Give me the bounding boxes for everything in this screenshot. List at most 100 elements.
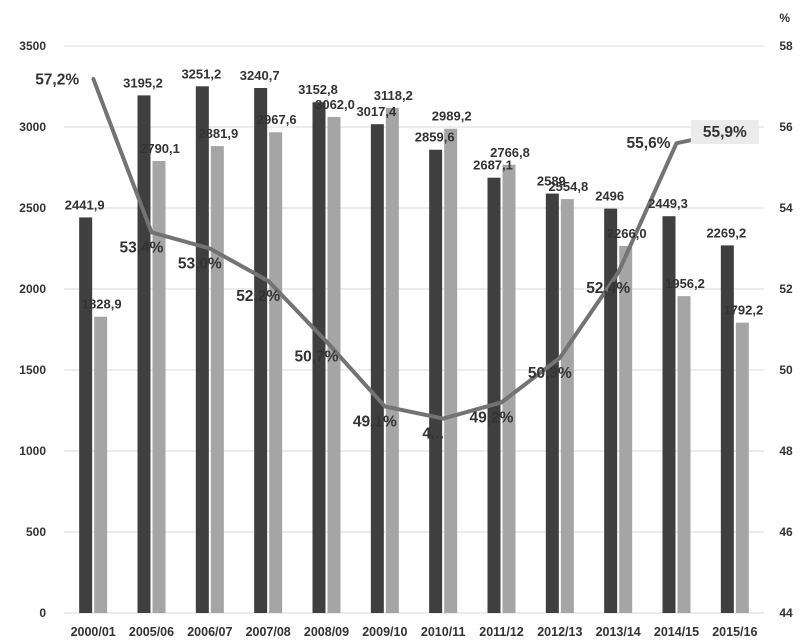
bar-series-1 bbox=[370, 124, 384, 613]
bar-label-series-2: 2881,9 bbox=[198, 126, 238, 141]
bar-series-2 bbox=[502, 164, 516, 614]
bar-series-2 bbox=[560, 199, 574, 613]
bar-label-series-2: 3062,0 bbox=[315, 97, 355, 112]
bar-series-2 bbox=[94, 316, 108, 613]
bar-series-2 bbox=[619, 245, 633, 613]
bar-series-1 bbox=[195, 86, 209, 613]
bar-series-1 bbox=[312, 102, 326, 613]
right-axis-tick: 52 bbox=[779, 282, 793, 296]
bar-series-1 bbox=[254, 88, 268, 614]
percentage-line bbox=[91, 76, 737, 421]
line-label: 57,2% bbox=[35, 71, 79, 88]
x-axis-tick: 2013/14 bbox=[596, 625, 641, 639]
bar-series-2 bbox=[444, 128, 458, 613]
line-point bbox=[441, 417, 445, 421]
left-axis-tick: 3000 bbox=[19, 120, 46, 134]
line-label: 50,3% bbox=[528, 365, 572, 382]
bar-series-1 bbox=[545, 193, 559, 613]
bar-series-2 bbox=[677, 296, 691, 613]
line-label-highlight bbox=[690, 120, 759, 145]
line-label: 53,4% bbox=[120, 239, 164, 256]
right-axis-tick: 58 bbox=[779, 39, 793, 53]
line-point bbox=[325, 340, 328, 344]
gridlines bbox=[64, 45, 764, 614]
bar-series-2 bbox=[385, 107, 399, 614]
x-axis-tick: 2015/16 bbox=[712, 625, 757, 639]
x-axis-tick: 2006/07 bbox=[187, 625, 232, 639]
axes: % 0 500 1000 1500 2000 2500 3000 3500 44 46 48 50 52… bbox=[19, 11, 793, 639]
bar-series-1 bbox=[79, 217, 93, 613]
right-axis-unit: % bbox=[779, 11, 790, 25]
bar-label-series-2: 1956,2 bbox=[665, 276, 705, 291]
bar-series-2 bbox=[327, 116, 341, 614]
line-label: 52,4% bbox=[586, 280, 630, 297]
bar-label-series-1: 2687,1 bbox=[473, 158, 513, 173]
line-point bbox=[500, 400, 503, 404]
right-axis-tick: 48 bbox=[779, 444, 793, 458]
bar-label-series-1: 2269,2 bbox=[706, 225, 746, 240]
bar-label-series-1: 3017,4 bbox=[356, 104, 397, 119]
bar-label-series-2: 2790,1 bbox=[140, 141, 180, 156]
right-axis-tick: 54 bbox=[779, 201, 793, 215]
data-labels: 2441,9 1828,9 3195,2 2790,1 3251,2 2881,9 3240… bbox=[35, 66, 763, 442]
x-axis-tick: 2009/10 bbox=[362, 625, 407, 639]
bar-series-1 bbox=[662, 216, 676, 614]
bar-series-1 bbox=[720, 245, 734, 614]
line-point bbox=[266, 279, 270, 283]
left-axis-tick: 2500 bbox=[19, 201, 46, 215]
bar-label-series-2: 2766,8 bbox=[490, 145, 530, 160]
bar-label-series-1: 3251,2 bbox=[181, 66, 221, 81]
line-label: 52,2% bbox=[236, 288, 280, 305]
line-label: 53,0% bbox=[178, 256, 222, 273]
bar-label-series-1: 2859,6 bbox=[415, 130, 455, 145]
bar-label-series-2: 3118,2 bbox=[374, 88, 413, 103]
left-axis-tick: 1000 bbox=[19, 444, 46, 458]
right-axis-tick: 44 bbox=[779, 606, 793, 620]
bar-label-series-1: 3152,8 bbox=[298, 82, 338, 97]
left-axis-tick: 3500 bbox=[19, 39, 46, 53]
line-label: 55,9% bbox=[703, 124, 747, 141]
left-axis-tick: 0 bbox=[39, 606, 46, 620]
x-axis-tick: 2011/12 bbox=[479, 625, 524, 639]
bar-series-1 bbox=[137, 95, 151, 613]
line-point bbox=[383, 404, 387, 408]
bars bbox=[79, 86, 749, 614]
bar-label-series-1: 3195,2 bbox=[123, 75, 163, 90]
left-axis-tick: 500 bbox=[26, 525, 46, 539]
bar-series-2 bbox=[152, 161, 166, 614]
bar-series-2 bbox=[210, 146, 224, 613]
bar-label-series-2: 2989,2 bbox=[432, 109, 472, 124]
bar-series-2 bbox=[269, 132, 283, 614]
bar-label-series-1: 2449,3 bbox=[648, 196, 688, 211]
line-point bbox=[675, 141, 678, 145]
x-axis-tick: 2005/06 bbox=[129, 625, 174, 639]
line-point bbox=[150, 230, 153, 234]
line-point bbox=[616, 271, 620, 275]
x-axis-tick: 2008/09 bbox=[304, 625, 349, 639]
bar-series-1 bbox=[604, 208, 618, 613]
line-series bbox=[91, 77, 736, 421]
line-label: 49,2% bbox=[470, 409, 514, 426]
line-label: 55,6% bbox=[627, 135, 671, 152]
right-axis-tick: 46 bbox=[779, 525, 793, 539]
right-axis-tick: 56 bbox=[779, 120, 793, 134]
bar-label-series-2: 2967,6 bbox=[257, 112, 297, 127]
line-label: 4... bbox=[422, 426, 444, 443]
bar-series-2 bbox=[735, 322, 749, 613]
x-axis-tick: 2014/15 bbox=[654, 625, 699, 639]
right-axis-tick: 50 bbox=[779, 363, 793, 377]
bar-label-series-1: 2441,9 bbox=[65, 197, 105, 212]
line-point bbox=[91, 76, 95, 80]
x-axis-tick: 2010/11 bbox=[421, 625, 466, 639]
line-label: 50,7% bbox=[295, 349, 339, 366]
line-label: 49,1% bbox=[353, 413, 397, 430]
left-axis-tick: 1500 bbox=[19, 363, 46, 377]
bar-series-1 bbox=[429, 149, 443, 613]
bar-label-series-2: 2266,0 bbox=[607, 226, 647, 241]
bar-label-series-1: 3240,7 bbox=[240, 68, 280, 83]
bar-label-series-2: 2554,8 bbox=[548, 179, 588, 194]
line-point bbox=[558, 356, 562, 360]
bar-label-series-2: 1792,2 bbox=[723, 303, 763, 318]
bar-label-series-2: 1828,9 bbox=[82, 297, 122, 312]
